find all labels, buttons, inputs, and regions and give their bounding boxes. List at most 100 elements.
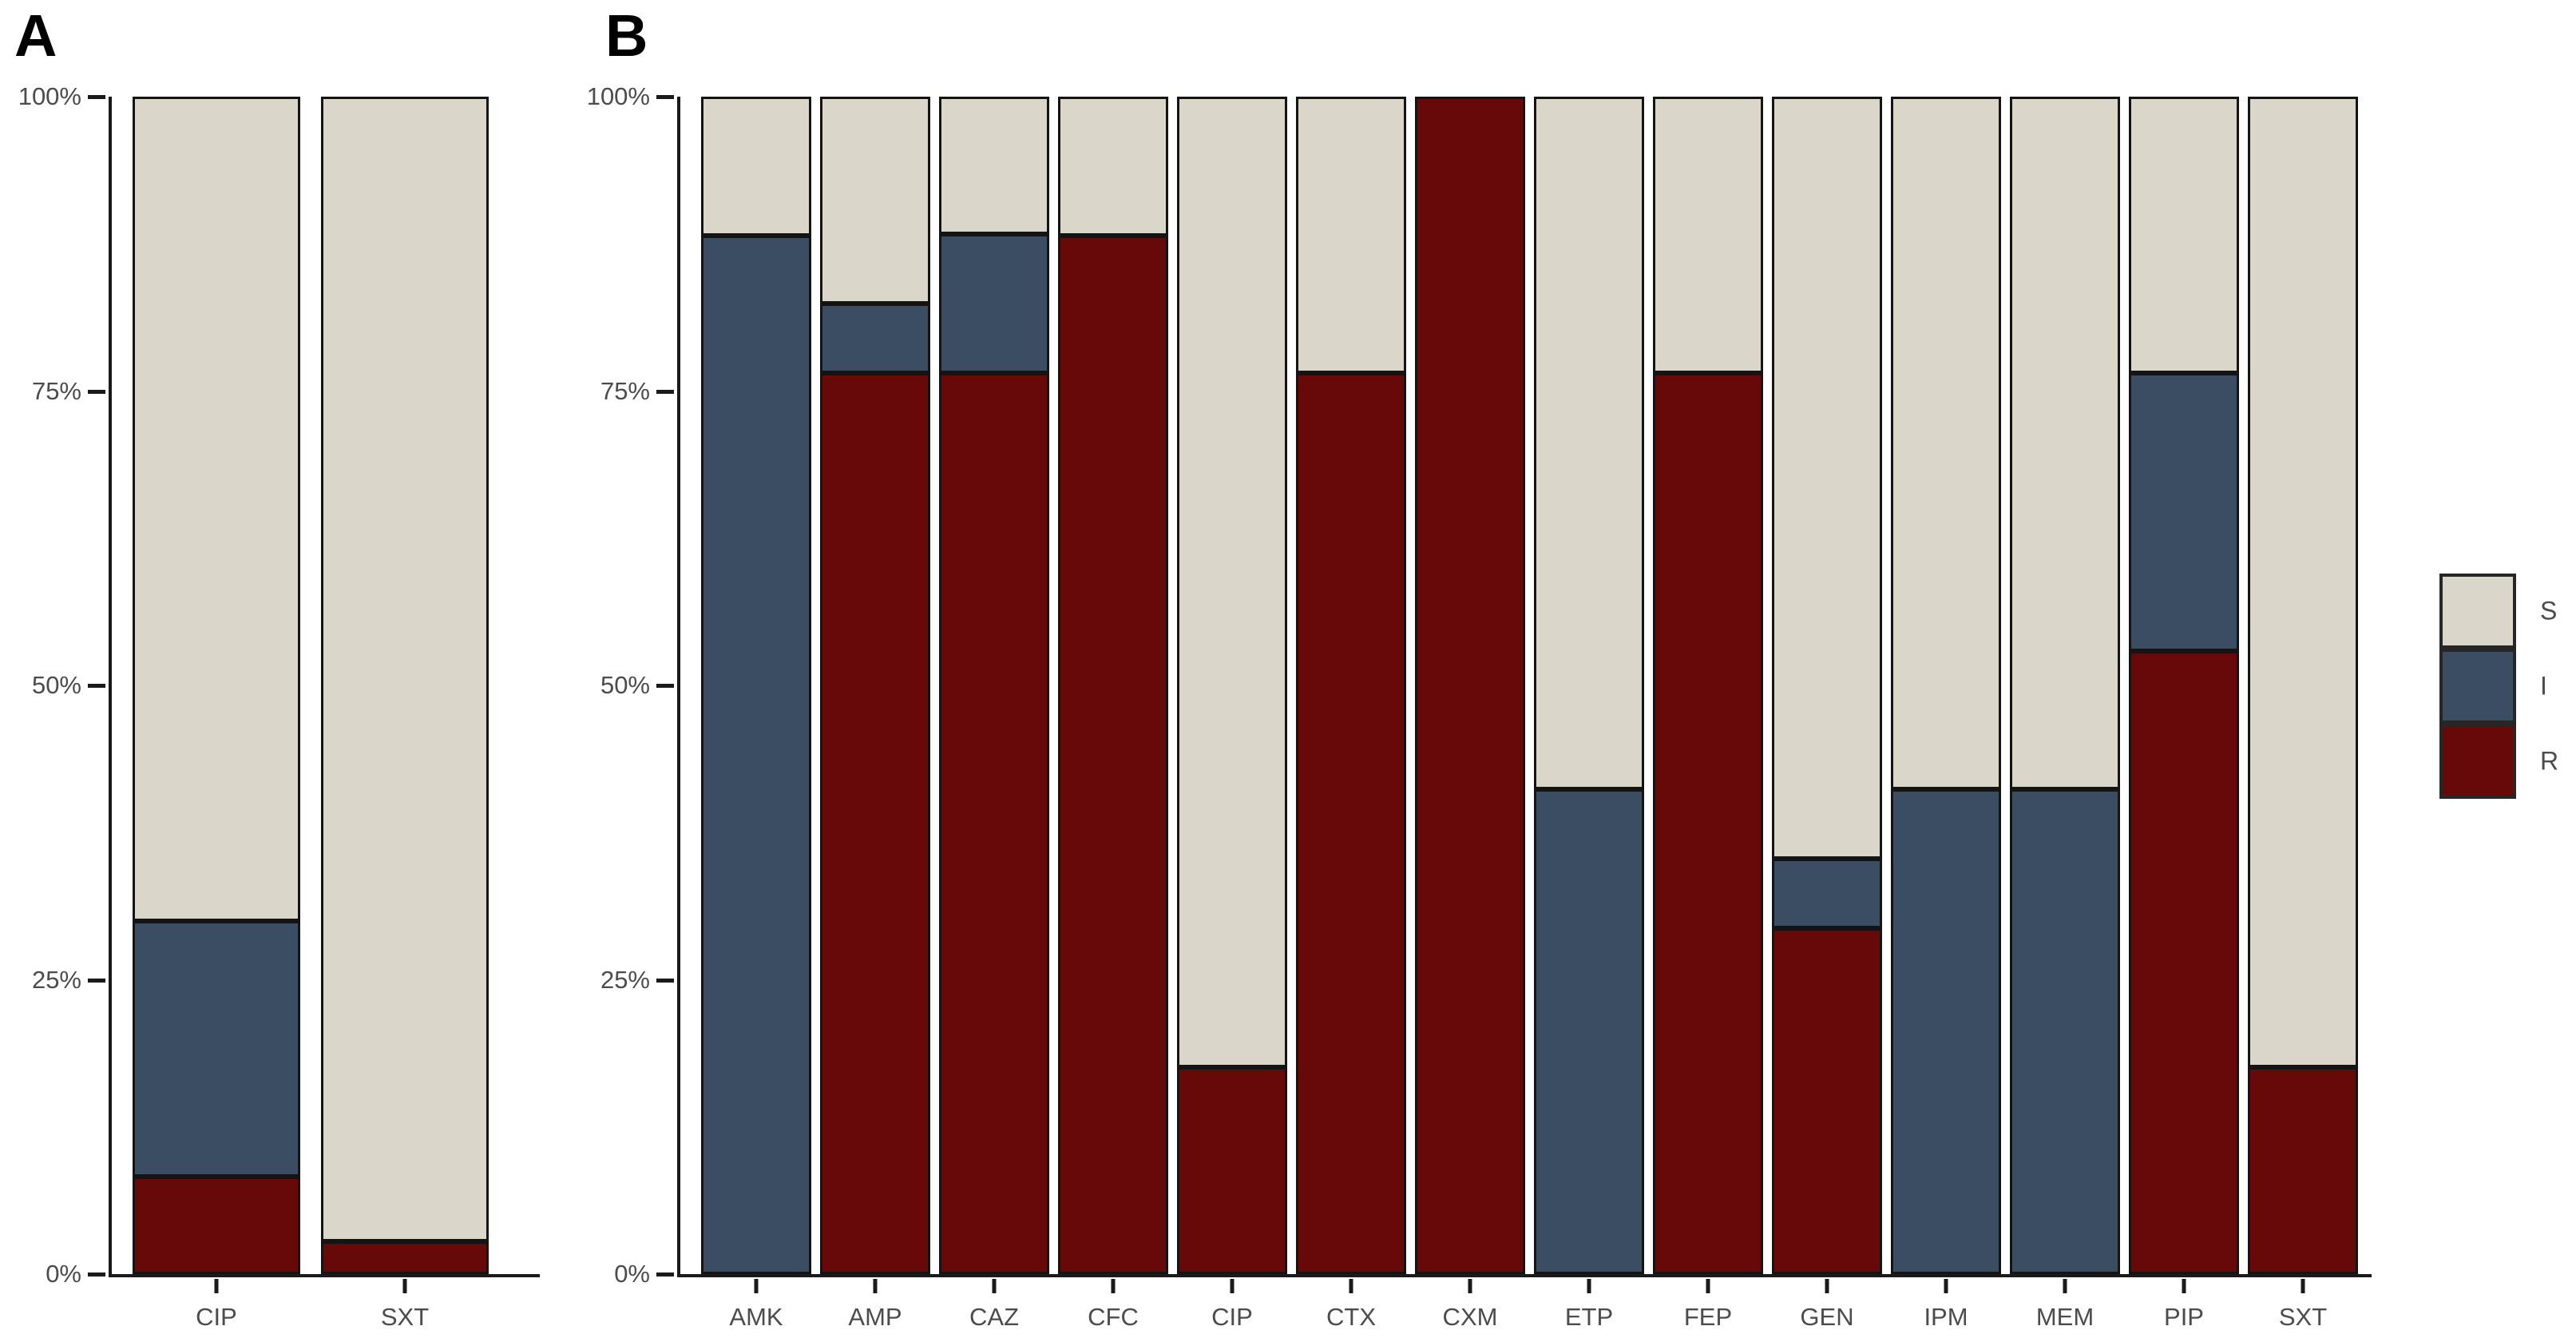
x-tick-mark bbox=[1111, 1279, 1116, 1293]
x-category-label-cfc: CFC bbox=[1088, 1303, 1139, 1331]
bar-gen-segment-i bbox=[1772, 858, 1882, 928]
x-category-label-mem: MEM bbox=[2035, 1303, 2094, 1331]
bar-cxm-segment-r bbox=[1415, 97, 1525, 1274]
x-tick-mark bbox=[754, 1279, 759, 1293]
bars-area: AMK AMP CAZ CFC CIP CTX CXM ETP FEP GEN IPM MEM PIP S… bbox=[680, 97, 2372, 1331]
y-tick-label: 100% bbox=[18, 82, 81, 110]
bar-caz: CAZ bbox=[939, 97, 1049, 1331]
x-tick-mark bbox=[992, 1279, 997, 1293]
bar-amp: AMP bbox=[820, 97, 930, 1331]
bar-cip-segment-s bbox=[1177, 97, 1287, 1067]
bars-area: CIP SXT bbox=[112, 97, 540, 1331]
bar-etp: ETP bbox=[1534, 97, 1644, 1331]
x-category-label-cip: CIP bbox=[1211, 1303, 1253, 1331]
panel-label-b: B bbox=[605, 2, 649, 69]
x-tick-mark bbox=[214, 1279, 219, 1293]
y-tick-mark bbox=[88, 684, 105, 688]
bar-gen-segment-r bbox=[1772, 927, 1882, 1274]
panel-label-a: A bbox=[14, 2, 58, 69]
legend-label-s: S bbox=[2540, 596, 2558, 625]
bar-ctx-segment-s bbox=[1296, 97, 1406, 374]
x-tick-mark bbox=[1825, 1279, 1829, 1293]
y-tick-mark bbox=[88, 95, 105, 99]
bar-amk: AMK bbox=[701, 97, 811, 1331]
y-tick-label: 0% bbox=[46, 1260, 81, 1288]
x-category-label-ctx: CTX bbox=[1326, 1303, 1376, 1331]
x-tick-mark bbox=[1706, 1279, 1710, 1293]
bar-sxt: SXT bbox=[321, 97, 489, 1331]
y-tick-mark bbox=[656, 389, 674, 394]
bar-amk-segment-i bbox=[701, 235, 811, 1274]
bar-fep: FEP bbox=[1653, 97, 1763, 1331]
bar-ipm-segment-s bbox=[1891, 97, 2001, 789]
bar-cfc-segment-r bbox=[1058, 235, 1168, 1274]
y-tick-mark bbox=[88, 978, 105, 983]
bar-cfc: CFC bbox=[1058, 97, 1168, 1331]
bar-sxt-segment-r bbox=[321, 1241, 489, 1274]
legend-swatch-r bbox=[2439, 724, 2516, 799]
legend-label-i: I bbox=[2540, 671, 2547, 701]
bar-sxt-segment-s bbox=[321, 97, 489, 1241]
legend-swatch-i bbox=[2439, 649, 2516, 724]
x-tick-mark bbox=[1230, 1279, 1234, 1293]
x-category-label-cip: CIP bbox=[196, 1303, 237, 1331]
x-tick-mark bbox=[1349, 1279, 1353, 1293]
bar-fep-segment-s bbox=[1653, 97, 1763, 374]
bar-cip-segment-s bbox=[133, 97, 300, 921]
y-tick-label: 50% bbox=[31, 671, 81, 699]
bar-amp-segment-i bbox=[820, 304, 930, 374]
x-tick-mark bbox=[402, 1279, 407, 1293]
x-tick-mark bbox=[2182, 1279, 2186, 1293]
y-tick-label: 75% bbox=[31, 376, 81, 405]
bar-mem-segment-i bbox=[2010, 788, 2120, 1274]
bar-gen-segment-s bbox=[1772, 97, 1882, 859]
bar-amk-segment-s bbox=[701, 97, 811, 236]
x-category-label-amk: AMK bbox=[729, 1303, 783, 1331]
bar-cxm: CXM bbox=[1415, 97, 1525, 1331]
bar-ipm-segment-i bbox=[1891, 788, 2001, 1274]
y-tick-label: 50% bbox=[600, 671, 650, 699]
bar-ctx: CTX bbox=[1296, 97, 1406, 1331]
x-tick-mark bbox=[2301, 1279, 2305, 1293]
bar-etp-segment-s bbox=[1534, 97, 1644, 789]
y-tick-mark bbox=[656, 95, 674, 99]
bar-pip-segment-s bbox=[2129, 97, 2239, 374]
bar-pip-segment-r bbox=[2129, 651, 2239, 1274]
bar-sxt-segment-r bbox=[2248, 1066, 2358, 1274]
bar-caz-segment-i bbox=[939, 234, 1049, 374]
legend-entry-r: R bbox=[2439, 724, 2558, 799]
x-category-label-fep: FEP bbox=[1683, 1303, 1733, 1331]
x-category-label-sxt: SXT bbox=[380, 1303, 430, 1331]
x-category-label-ipm: IPM bbox=[1924, 1303, 1968, 1331]
bar-cip-segment-i bbox=[133, 920, 300, 1177]
bar-amp-segment-s bbox=[820, 97, 930, 304]
bar-ipm: IPM bbox=[1891, 97, 2001, 1331]
bar-fep-segment-r bbox=[1653, 373, 1763, 1274]
bar-cip: CIP bbox=[1177, 97, 1287, 1331]
x-tick-mark bbox=[1587, 1279, 1591, 1293]
panel-b-plot: 0% 25% 50% 75% 100% AMK AMP CAZ CFC CIP CTX CXM ETP F… bbox=[587, 82, 2372, 1331]
bar-mem: MEM bbox=[2010, 97, 2120, 1331]
bar-caz-segment-s bbox=[939, 97, 1049, 235]
bar-etp-segment-i bbox=[1534, 788, 1644, 1274]
bar-gen: GEN bbox=[1772, 97, 1882, 1331]
x-tick-mark bbox=[1468, 1279, 1472, 1293]
y-tick-mark bbox=[88, 389, 105, 394]
y-tick-mark bbox=[656, 684, 674, 688]
panel-a-plot: 0% 25% 50% 75% 100% CIP SXT bbox=[18, 82, 540, 1331]
x-category-label-gen: GEN bbox=[1800, 1303, 1854, 1331]
bar-pip: PIP bbox=[2129, 97, 2239, 1331]
bar-mem-segment-s bbox=[2010, 97, 2120, 789]
x-tick-mark bbox=[2063, 1279, 2067, 1293]
x-category-label-pip: PIP bbox=[2164, 1303, 2204, 1331]
legend-label-r: R bbox=[2540, 746, 2559, 776]
bar-ctx-segment-r bbox=[1296, 373, 1406, 1274]
x-category-label-etp: ETP bbox=[1564, 1303, 1614, 1331]
x-category-label-amp: AMP bbox=[848, 1303, 902, 1331]
bar-amp-segment-r bbox=[820, 373, 930, 1274]
legend-swatch-s bbox=[2439, 574, 2516, 649]
x-category-label-caz: CAZ bbox=[969, 1303, 1019, 1331]
x-category-label-sxt: SXT bbox=[2278, 1303, 2328, 1331]
y-tick-label: 25% bbox=[31, 965, 81, 994]
